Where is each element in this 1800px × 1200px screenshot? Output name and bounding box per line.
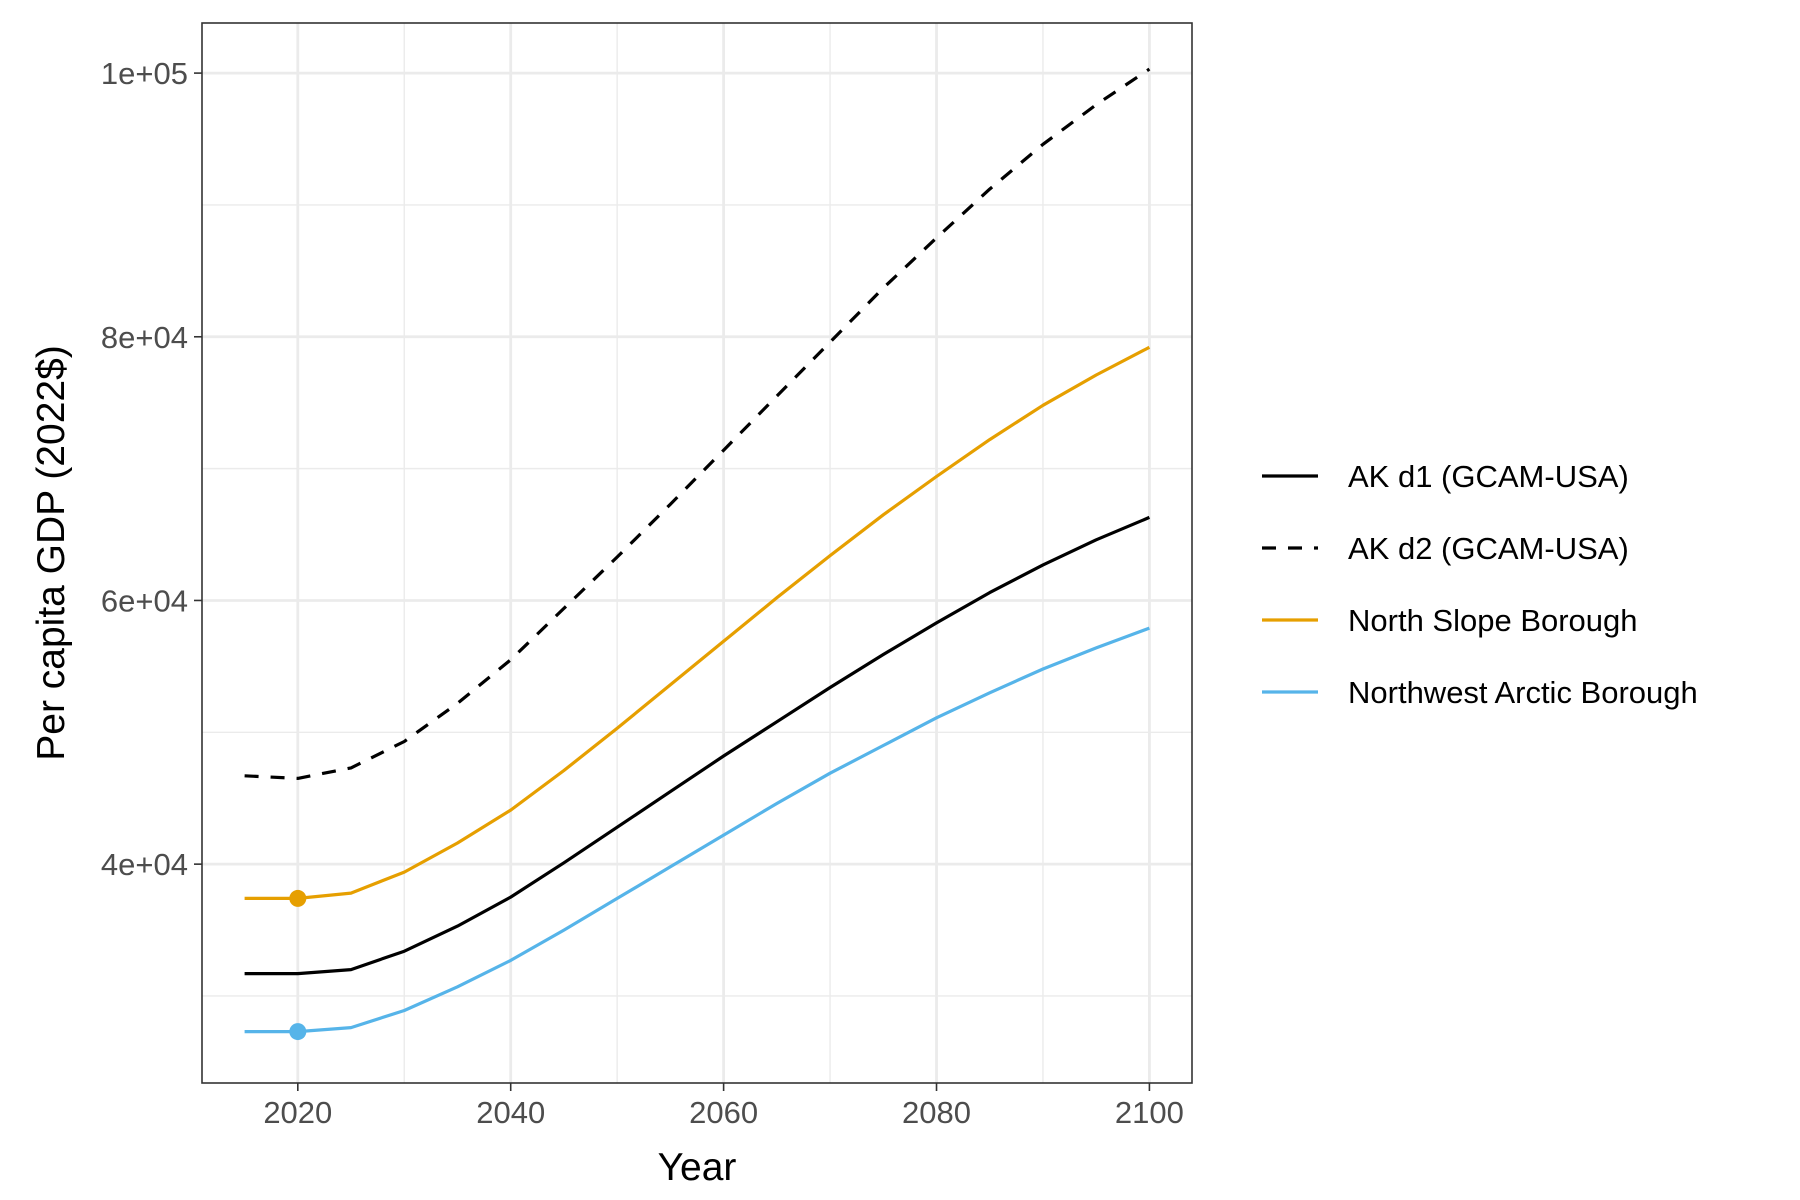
y-tick-label: 6e+04 (101, 583, 188, 618)
y-axis-title: Per capita GDP (2022$) (30, 345, 73, 761)
y-tick-label: 1e+05 (101, 56, 188, 91)
legend-label-1: AK d2 (GCAM-USA) (1348, 531, 1629, 566)
major-gridlines (202, 23, 1192, 1083)
series-line-0 (244, 515, 1151, 976)
minor-gridlines (202, 23, 1192, 1083)
x-axis-ticks: 2020 2040 2060 2080 2100 (263, 1083, 1184, 1130)
x-tick-label: 2040 (476, 1095, 545, 1130)
x-tick-label: 2100 (1115, 1095, 1184, 1130)
highlight-points (289, 889, 307, 1041)
x-tick-label: 2060 (689, 1095, 758, 1130)
y-tick-label: 8e+04 (101, 320, 188, 355)
y-tick-label: 4e+04 (101, 847, 188, 882)
series-line-2 (244, 345, 1151, 900)
highlight-point-2 (289, 889, 307, 907)
legend-label-2: North Slope Borough (1348, 603, 1638, 638)
legend: AK d1 (GCAM-USA) AK d2 (GCAM-USA) North Sl… (1262, 459, 1698, 710)
x-tick-label: 2080 (902, 1095, 971, 1130)
panel-background (202, 23, 1192, 1083)
series-line-3 (244, 626, 1150, 1034)
highlight-point-3 (289, 1023, 307, 1041)
x-axis-title: Year (658, 1146, 737, 1189)
x-tick-label: 2020 (263, 1095, 332, 1130)
legend-label-3: Northwest Arctic Borough (1348, 675, 1698, 710)
series-lines (244, 67, 1151, 1034)
legend-label-0: AK d1 (GCAM-USA) (1348, 459, 1629, 494)
series-line-1 (244, 67, 1151, 780)
panel-border (201, 22, 1193, 1084)
y-axis-ticks: 4e+04 6e+04 8e+04 1e+05 (101, 56, 202, 882)
